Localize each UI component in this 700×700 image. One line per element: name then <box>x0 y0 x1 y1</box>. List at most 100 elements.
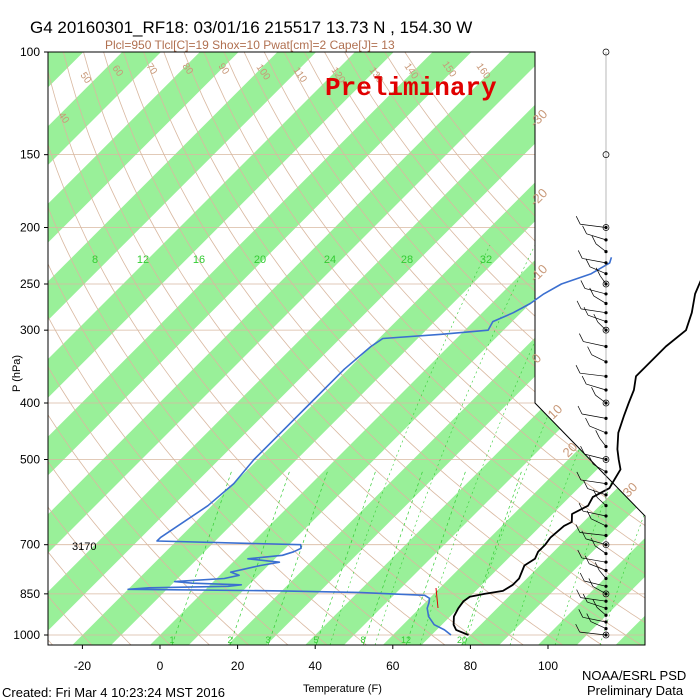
wind-barb-flag <box>587 346 592 355</box>
height-annotation: 3170 <box>72 541 96 553</box>
wind-barb <box>597 321 607 331</box>
wind-level-marker <box>602 631 610 639</box>
wind-barb <box>586 383 607 391</box>
wind-level-marker <box>602 48 610 56</box>
y-tick-label: 850 <box>20 587 40 601</box>
wind-barb-flag <box>577 250 583 259</box>
wind-barb-flag <box>580 445 585 455</box>
wind-barb-flag <box>577 405 583 415</box>
mixing-ratio-line <box>267 469 329 645</box>
y-tick-label: 250 <box>20 277 40 291</box>
mixing-ratio-line <box>315 469 377 645</box>
wind-barb <box>579 372 607 377</box>
y-tick-label: 500 <box>20 452 40 466</box>
profile-series <box>127 257 700 636</box>
dry-adiabat <box>48 52 213 645</box>
mixing-ratio-label: 1 <box>169 635 174 645</box>
isotherm-band <box>135 52 645 645</box>
dry-adiabat <box>48 52 173 645</box>
wind-barb <box>587 488 607 496</box>
wind-barb-flag <box>583 306 589 316</box>
wind-barb <box>599 275 607 285</box>
y-axis-label: P (hPa) <box>11 355 23 392</box>
wind-level-marker <box>602 326 610 334</box>
dry-adiabat <box>0 25 15 647</box>
chart-title: G4 20160301_RF18: 03/01/16 215517 13.73 … <box>30 18 472 37</box>
mixing-ratio-label: 8 <box>360 635 365 645</box>
wind-barb <box>594 545 607 554</box>
mixing-ratio-labels: 1 2 3 5 8 12 20 <box>169 635 467 645</box>
wind-barb-flag <box>580 280 586 289</box>
mixing-ratio-line <box>362 469 424 645</box>
moist-adiabat <box>599 244 645 645</box>
isotherm-band <box>48 52 291 645</box>
isotherm-labels: 8 12 16 20 24 28 32 <box>92 254 492 266</box>
wind-barb-flag <box>576 471 582 481</box>
wind-barb-flag <box>585 258 591 267</box>
isotherm-label: 28 <box>401 254 413 266</box>
wind-barb-flag <box>578 609 584 618</box>
wind-barb <box>597 497 607 506</box>
moist-adiabat <box>374 244 536 645</box>
wind-barb <box>587 314 607 322</box>
isotherm-label: 8 <box>92 254 98 266</box>
mixing-ratio-label: 2 <box>227 635 232 645</box>
y-tick-label: 100 <box>20 45 40 59</box>
wind-profile <box>575 48 610 639</box>
temperature-axis: -20 0 20 40 60 80 100 <box>74 645 558 673</box>
x-tick-label: -20 <box>74 659 92 673</box>
wind-barb <box>581 413 607 419</box>
wind-barb <box>580 308 607 314</box>
wind-barb <box>595 243 607 252</box>
wind-barb-flag <box>586 613 592 622</box>
wind-barb-flag <box>575 524 581 533</box>
wind-barb <box>583 341 607 347</box>
isotherm-band <box>48 52 601 645</box>
wind-barb-flag <box>595 267 601 276</box>
isotherm-label: 12 <box>137 254 149 266</box>
parcel-segment <box>435 587 439 609</box>
wind-barb <box>585 538 607 546</box>
mixing-ratio-line <box>461 469 523 645</box>
preliminary-watermark: Preliminary <box>325 73 497 103</box>
mixing-ratio-label: 20 <box>457 635 467 645</box>
wind-level-marker <box>602 399 610 407</box>
wind-barb <box>591 354 607 363</box>
mixing-ratio-label: 5 <box>313 635 318 645</box>
wind-barb <box>595 394 607 404</box>
mixing-ratio-label: 12 <box>401 635 411 645</box>
dry-adiabat <box>48 52 95 645</box>
x-tick-label: 20 <box>231 659 245 673</box>
isotherm-band <box>368 52 645 645</box>
wind-barb-flag <box>581 375 587 385</box>
pressure-axis: 100 150 200 250 300 400 500 700 850 1000 <box>13 45 48 642</box>
wind-barb-flag <box>588 456 594 465</box>
wind-barb <box>592 586 607 595</box>
x-tick-label: 100 <box>538 659 558 673</box>
moist-adiabat <box>554 244 645 645</box>
wind-barb <box>584 288 607 295</box>
wind-barb-flag <box>582 225 587 234</box>
wind-barb-flag <box>576 589 581 598</box>
y-tick-label: 400 <box>20 396 40 410</box>
wind-barb-flag <box>575 216 581 225</box>
wind-barb <box>582 258 607 264</box>
wind-barb-flag <box>595 430 601 439</box>
x-tick-label: 80 <box>464 659 478 673</box>
wind-barb-flag <box>581 530 587 540</box>
wind-barb-flag <box>577 549 583 559</box>
wind-barb <box>579 631 607 636</box>
isotherm-label: 16 <box>193 254 205 266</box>
wind-barb <box>593 295 607 304</box>
wind-barb <box>589 425 607 434</box>
wind-barb-flag <box>583 480 588 489</box>
isotherm-label: 32 <box>480 254 492 266</box>
wind-barb <box>584 453 607 460</box>
mixing-ratio-line <box>171 469 233 645</box>
sounding-parameters: Plcl=950 Tlcl[C]=19 Shox=10 Pwat[cm]=2 C… <box>105 38 395 52</box>
wind-barb <box>582 616 607 623</box>
wind-barb <box>580 479 607 484</box>
wind-barb-flag <box>589 287 595 297</box>
y-tick-label: 700 <box>20 538 40 552</box>
